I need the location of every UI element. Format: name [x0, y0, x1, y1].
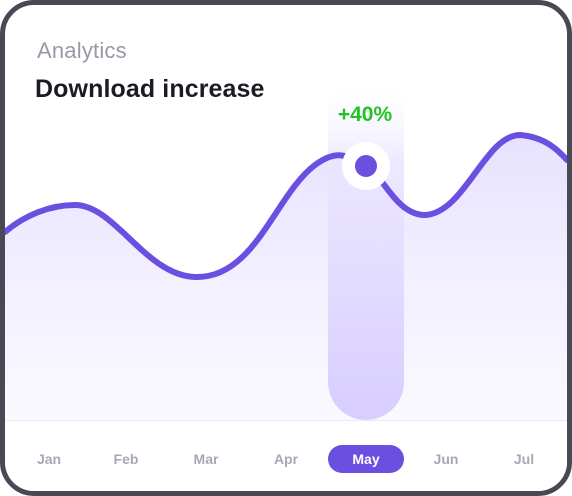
- month-tab-jun[interactable]: Jun: [433, 451, 459, 467]
- change-percentage: +40%: [337, 103, 393, 126]
- chart-area: [5, 135, 567, 420]
- highlight-point[interactable]: [355, 155, 377, 177]
- month-tab-jan[interactable]: Jan: [36, 451, 62, 467]
- download-chart: [5, 75, 567, 420]
- month-tab-apr[interactable]: Apr: [273, 451, 299, 467]
- chart-line: [5, 131, 567, 281]
- month-tab-may[interactable]: May: [328, 445, 404, 473]
- month-tab-mar[interactable]: Mar: [193, 451, 219, 467]
- month-axis: Jan Feb Mar Apr May Jun Jul: [5, 420, 567, 491]
- month-tab-jul[interactable]: Jul: [513, 451, 535, 467]
- card-title: Download increase: [35, 75, 265, 103]
- card-subtitle: Analytics: [37, 38, 127, 63]
- month-tab-feb[interactable]: Feb: [113, 451, 139, 467]
